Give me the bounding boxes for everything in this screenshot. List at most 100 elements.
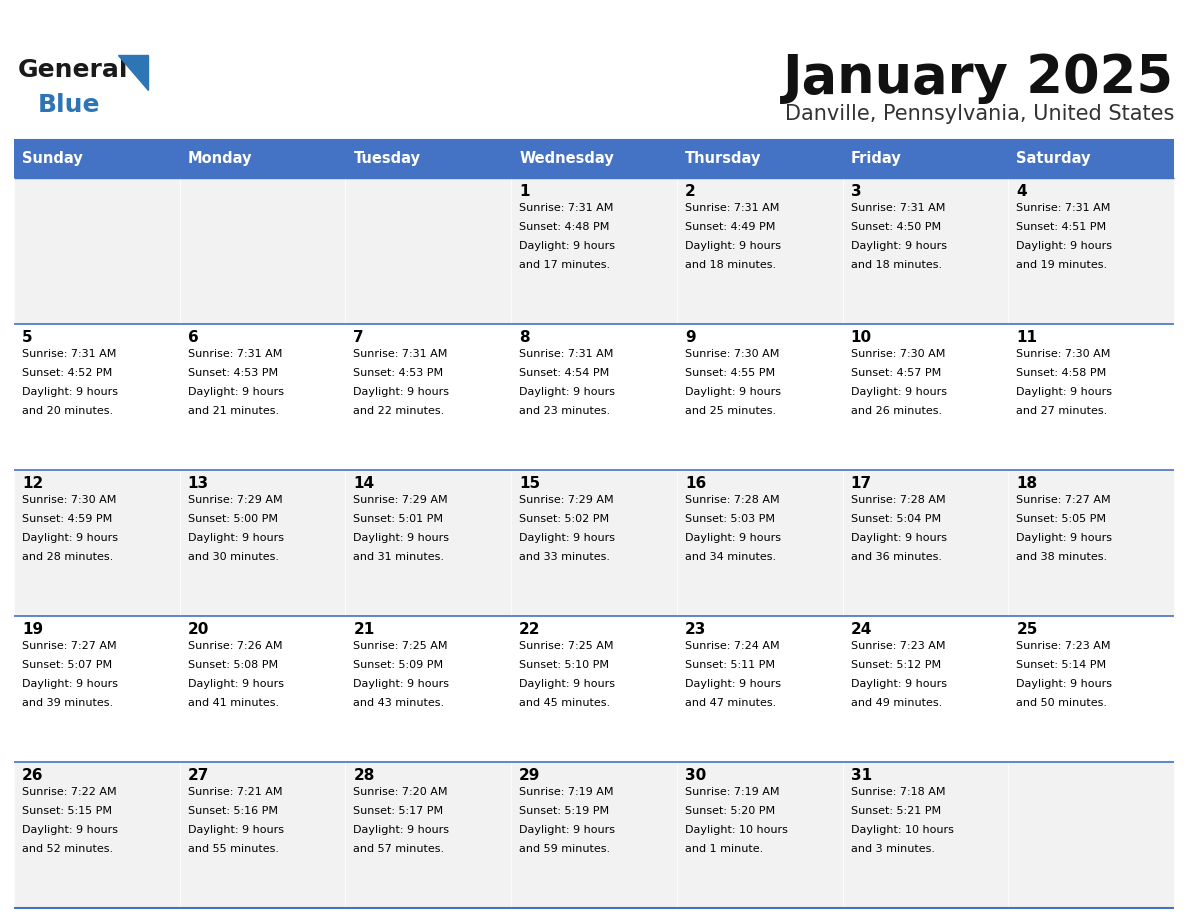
FancyBboxPatch shape	[179, 470, 346, 616]
Text: and 31 minutes.: and 31 minutes.	[353, 552, 444, 562]
Text: 24: 24	[851, 622, 872, 637]
Text: Daylight: 9 hours: Daylight: 9 hours	[519, 241, 615, 251]
FancyBboxPatch shape	[842, 324, 1009, 470]
Text: 2: 2	[684, 184, 696, 199]
Text: Sunset: 5:05 PM: Sunset: 5:05 PM	[1016, 514, 1106, 524]
Text: 30: 30	[684, 768, 706, 783]
Text: Sunrise: 7:29 AM: Sunrise: 7:29 AM	[188, 495, 283, 505]
Text: 10: 10	[851, 330, 872, 345]
Text: Sunset: 5:08 PM: Sunset: 5:08 PM	[188, 660, 278, 670]
Text: Sunrise: 7:30 AM: Sunrise: 7:30 AM	[23, 495, 116, 505]
Text: 25: 25	[1016, 622, 1037, 637]
Text: Daylight: 10 hours: Daylight: 10 hours	[851, 825, 954, 835]
Text: Sunrise: 7:31 AM: Sunrise: 7:31 AM	[851, 203, 944, 213]
Text: Daylight: 9 hours: Daylight: 9 hours	[353, 533, 449, 543]
Text: Sunrise: 7:23 AM: Sunrise: 7:23 AM	[851, 641, 946, 651]
Text: and 30 minutes.: and 30 minutes.	[188, 552, 279, 562]
Text: Sunrise: 7:27 AM: Sunrise: 7:27 AM	[23, 641, 116, 651]
Text: 29: 29	[519, 768, 541, 783]
Text: and 25 minutes.: and 25 minutes.	[684, 406, 776, 416]
Text: Daylight: 9 hours: Daylight: 9 hours	[1016, 241, 1112, 251]
Text: and 55 minutes.: and 55 minutes.	[188, 844, 279, 854]
Text: and 33 minutes.: and 33 minutes.	[519, 552, 611, 562]
Text: Daylight: 9 hours: Daylight: 9 hours	[188, 825, 284, 835]
Text: Daylight: 9 hours: Daylight: 9 hours	[1016, 533, 1112, 543]
Text: and 34 minutes.: and 34 minutes.	[684, 552, 776, 562]
Text: Sunrise: 7:21 AM: Sunrise: 7:21 AM	[188, 787, 283, 797]
Text: Sunrise: 7:30 AM: Sunrise: 7:30 AM	[1016, 349, 1111, 359]
FancyBboxPatch shape	[842, 762, 1009, 908]
Text: Sunrise: 7:28 AM: Sunrise: 7:28 AM	[851, 495, 946, 505]
Text: Daylight: 9 hours: Daylight: 9 hours	[684, 679, 781, 689]
Text: and 39 minutes.: and 39 minutes.	[23, 698, 113, 708]
Text: Sunrise: 7:19 AM: Sunrise: 7:19 AM	[684, 787, 779, 797]
Text: Sunrise: 7:25 AM: Sunrise: 7:25 AM	[519, 641, 614, 651]
FancyBboxPatch shape	[842, 178, 1009, 324]
FancyBboxPatch shape	[179, 762, 346, 908]
FancyBboxPatch shape	[346, 324, 511, 470]
FancyBboxPatch shape	[511, 616, 677, 762]
Text: Daylight: 9 hours: Daylight: 9 hours	[23, 387, 118, 397]
Text: Monday: Monday	[188, 151, 252, 166]
Text: Sunrise: 7:28 AM: Sunrise: 7:28 AM	[684, 495, 779, 505]
Text: and 59 minutes.: and 59 minutes.	[519, 844, 611, 854]
Text: and 38 minutes.: and 38 minutes.	[1016, 552, 1107, 562]
Text: Daylight: 9 hours: Daylight: 9 hours	[188, 387, 284, 397]
Text: Daylight: 10 hours: Daylight: 10 hours	[684, 825, 788, 835]
Text: and 19 minutes.: and 19 minutes.	[1016, 260, 1107, 270]
Text: Sunday: Sunday	[23, 151, 83, 166]
Text: Sunset: 5:12 PM: Sunset: 5:12 PM	[851, 660, 941, 670]
Text: Sunrise: 7:27 AM: Sunrise: 7:27 AM	[1016, 495, 1111, 505]
FancyBboxPatch shape	[842, 140, 1009, 178]
Text: Sunset: 4:51 PM: Sunset: 4:51 PM	[1016, 222, 1106, 232]
Text: 8: 8	[519, 330, 530, 345]
Text: and 36 minutes.: and 36 minutes.	[851, 552, 942, 562]
Text: Sunset: 5:04 PM: Sunset: 5:04 PM	[851, 514, 941, 524]
FancyBboxPatch shape	[14, 470, 179, 616]
FancyBboxPatch shape	[1009, 470, 1174, 616]
Text: and 27 minutes.: and 27 minutes.	[1016, 406, 1107, 416]
Text: Sunrise: 7:24 AM: Sunrise: 7:24 AM	[684, 641, 779, 651]
Text: Daylight: 9 hours: Daylight: 9 hours	[684, 387, 781, 397]
Text: General: General	[18, 58, 128, 82]
Text: and 43 minutes.: and 43 minutes.	[353, 698, 444, 708]
FancyBboxPatch shape	[511, 140, 677, 178]
Text: Sunset: 5:16 PM: Sunset: 5:16 PM	[188, 806, 278, 816]
Text: Sunset: 5:19 PM: Sunset: 5:19 PM	[519, 806, 609, 816]
Text: Sunset: 5:14 PM: Sunset: 5:14 PM	[1016, 660, 1106, 670]
FancyBboxPatch shape	[14, 762, 179, 908]
FancyBboxPatch shape	[346, 140, 511, 178]
FancyBboxPatch shape	[179, 178, 346, 324]
Text: 22: 22	[519, 622, 541, 637]
Text: and 47 minutes.: and 47 minutes.	[684, 698, 776, 708]
Text: Daylight: 9 hours: Daylight: 9 hours	[851, 679, 947, 689]
Text: 3: 3	[851, 184, 861, 199]
Text: 4: 4	[1016, 184, 1026, 199]
Text: and 20 minutes.: and 20 minutes.	[23, 406, 113, 416]
FancyBboxPatch shape	[842, 470, 1009, 616]
Text: Sunset: 5:21 PM: Sunset: 5:21 PM	[851, 806, 941, 816]
Text: Sunset: 4:53 PM: Sunset: 4:53 PM	[353, 368, 443, 378]
Text: Sunset: 4:57 PM: Sunset: 4:57 PM	[851, 368, 941, 378]
FancyBboxPatch shape	[1009, 140, 1174, 178]
FancyBboxPatch shape	[677, 140, 842, 178]
Text: Sunset: 4:59 PM: Sunset: 4:59 PM	[23, 514, 112, 524]
Text: Daylight: 9 hours: Daylight: 9 hours	[188, 533, 284, 543]
Text: 15: 15	[519, 476, 541, 491]
FancyBboxPatch shape	[179, 616, 346, 762]
Text: Sunset: 4:52 PM: Sunset: 4:52 PM	[23, 368, 112, 378]
Text: 27: 27	[188, 768, 209, 783]
Text: and 1 minute.: and 1 minute.	[684, 844, 763, 854]
FancyBboxPatch shape	[842, 616, 1009, 762]
Text: and 21 minutes.: and 21 minutes.	[188, 406, 279, 416]
Text: Danville, Pennsylvania, United States: Danville, Pennsylvania, United States	[784, 104, 1174, 124]
Text: January 2025: January 2025	[783, 52, 1174, 104]
Text: Sunset: 4:54 PM: Sunset: 4:54 PM	[519, 368, 609, 378]
FancyBboxPatch shape	[346, 470, 511, 616]
Text: and 17 minutes.: and 17 minutes.	[519, 260, 611, 270]
Text: and 23 minutes.: and 23 minutes.	[519, 406, 611, 416]
FancyBboxPatch shape	[677, 470, 842, 616]
Text: 23: 23	[684, 622, 706, 637]
Text: Daylight: 9 hours: Daylight: 9 hours	[1016, 387, 1112, 397]
Text: 21: 21	[353, 622, 374, 637]
